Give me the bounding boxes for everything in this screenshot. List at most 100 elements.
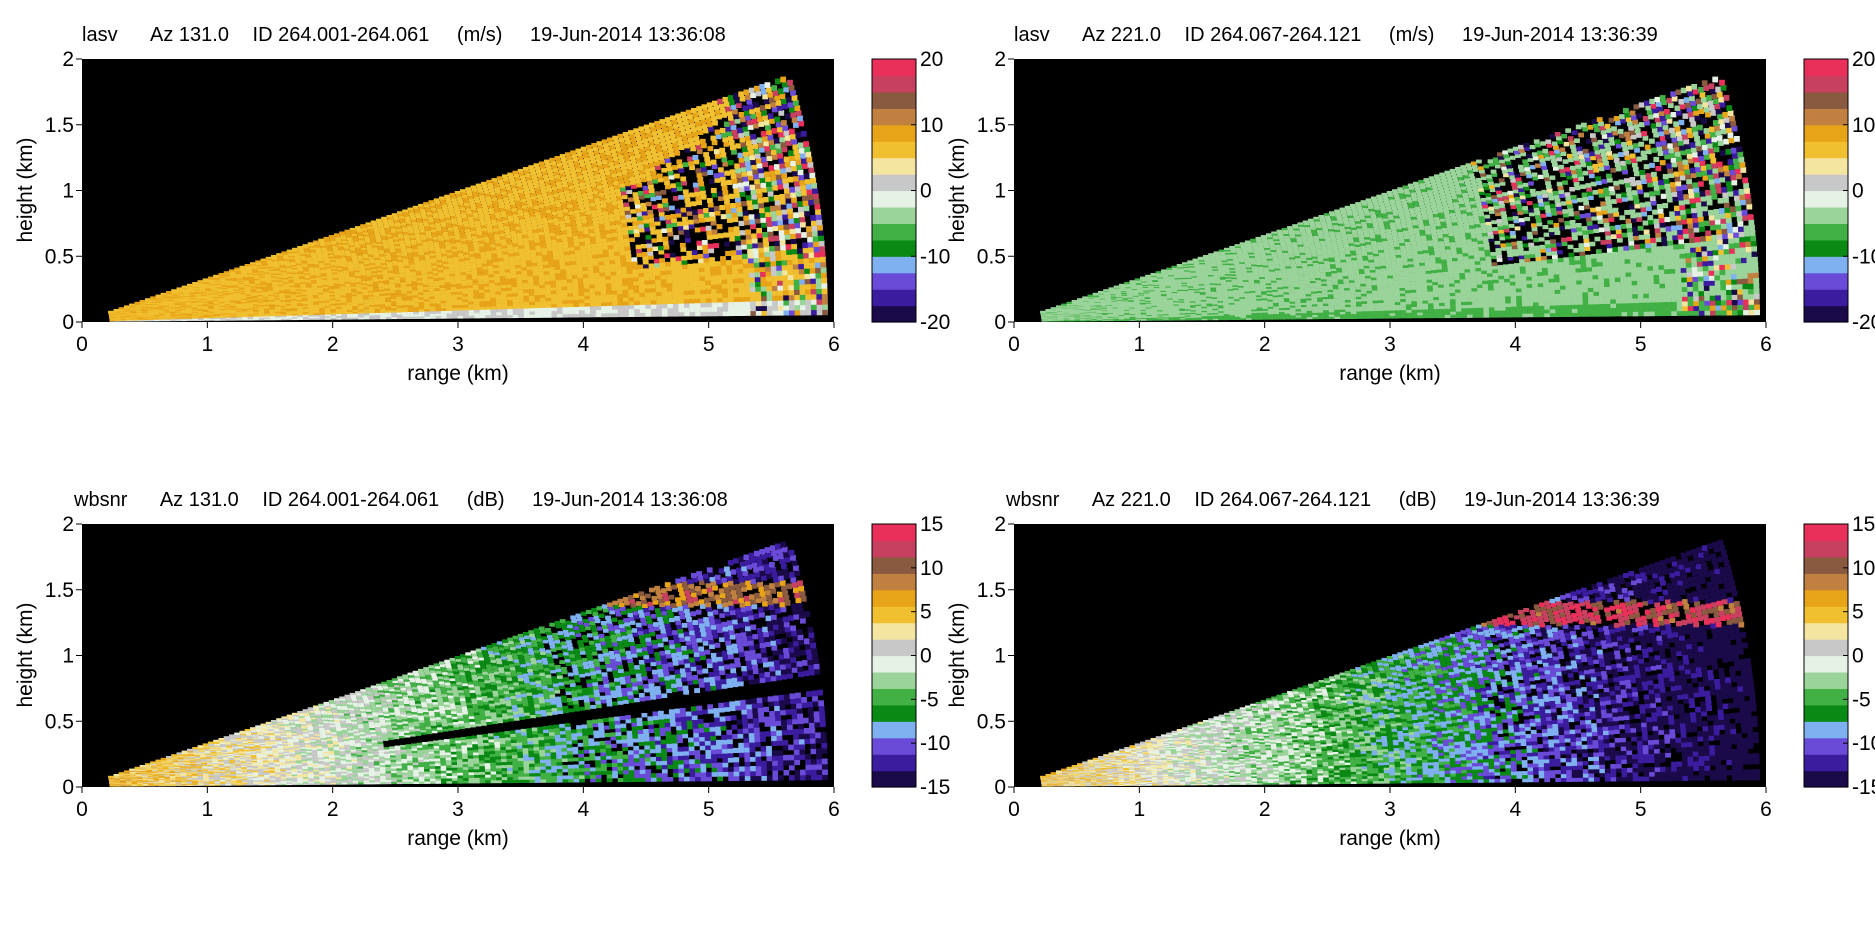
data-cell [659, 258, 665, 263]
data-cell [720, 265, 727, 271]
data-cell [659, 137, 665, 143]
data-cell [176, 287, 183, 290]
data-cell [673, 128, 680, 133]
data-cell [641, 134, 647, 139]
data-cell [476, 207, 483, 212]
data-cell [700, 289, 706, 295]
data-cell [444, 239, 450, 243]
data-cell [556, 184, 563, 189]
data-cell [493, 264, 499, 268]
data-cell [611, 297, 618, 302]
data-cell [649, 144, 656, 150]
data-cell [589, 298, 596, 303]
data-cell [629, 134, 635, 139]
data-cell [526, 179, 533, 184]
data-cell [623, 153, 629, 158]
data-cell [690, 146, 697, 152]
data-cell [581, 259, 588, 264]
data-cell [583, 284, 590, 289]
data-cell [517, 295, 524, 300]
data-cell [543, 267, 550, 272]
data-cell [497, 257, 504, 262]
data-cell [401, 251, 408, 255]
data-cell [438, 277, 445, 281]
data-cell [350, 252, 357, 255]
data-cell [616, 278, 623, 283]
data-cell [470, 262, 477, 266]
data-cell [385, 257, 392, 260]
data-cell [369, 317, 375, 320]
data-cell [560, 198, 566, 203]
data-cell [628, 289, 634, 294]
data-cell [428, 248, 435, 251]
data-cell [556, 235, 562, 239]
data-cell [488, 185, 494, 190]
data-cell [599, 196, 606, 201]
data-cell [411, 278, 417, 282]
data-cell [600, 287, 607, 292]
data-cell [700, 298, 707, 304]
data-cell [486, 256, 493, 260]
data-cell [383, 279, 390, 283]
data-cell [645, 128, 651, 134]
data-cell [416, 217, 422, 221]
data-cell [323, 236, 330, 240]
data-cell [420, 213, 427, 217]
data-cell [453, 231, 460, 235]
data-cell [386, 263, 393, 267]
data-cell [341, 264, 348, 267]
data-cell [447, 255, 453, 258]
data-cell [625, 214, 632, 219]
data-cell [457, 222, 464, 226]
data-cell [416, 280, 423, 283]
data-cell [654, 267, 661, 272]
data-cell [578, 288, 585, 293]
data-cell [440, 303, 447, 306]
data-cell [558, 169, 565, 174]
data-cell [558, 248, 564, 253]
data-cell [706, 234, 713, 240]
data-cell [495, 294, 502, 298]
data-cell [407, 295, 413, 299]
data-cell [572, 157, 579, 162]
data-cell [520, 257, 526, 262]
data-cell [374, 317, 381, 320]
data-cell [424, 316, 431, 319]
data-cell [452, 310, 458, 314]
data-cell [628, 304, 635, 310]
data-cell [503, 200, 510, 204]
data-cell [436, 262, 443, 265]
data-cell [506, 244, 513, 248]
data-cell [611, 282, 617, 287]
data-cell [664, 135, 671, 141]
data-cell [466, 190, 472, 194]
data-cell [575, 190, 582, 195]
data-cell [594, 280, 601, 285]
data-cell [632, 145, 639, 151]
data-cell [352, 305, 359, 308]
data-cell [638, 224, 645, 229]
data-cell [496, 195, 503, 200]
data-cell [387, 266, 393, 269]
data-cell [235, 304, 242, 307]
data-cell [401, 289, 407, 292]
data-cell [472, 278, 479, 282]
data-cell [672, 286, 679, 292]
data-cell [502, 248, 508, 252]
data-cell [482, 271, 489, 276]
data-cell [573, 296, 579, 300]
data-cell [536, 173, 543, 177]
data-cell [554, 199, 561, 204]
data-cell [439, 287, 446, 291]
data-cell [450, 243, 457, 247]
data-cell [606, 298, 613, 303]
data-cell [344, 283, 351, 286]
data-cell [359, 269, 366, 272]
data-cell [341, 306, 348, 309]
data-cell [438, 240, 445, 244]
data-cell [655, 165, 661, 170]
data-cell [454, 234, 461, 238]
data-cell [442, 263, 449, 267]
data-cell [554, 266, 561, 270]
data-cell [595, 313, 602, 318]
